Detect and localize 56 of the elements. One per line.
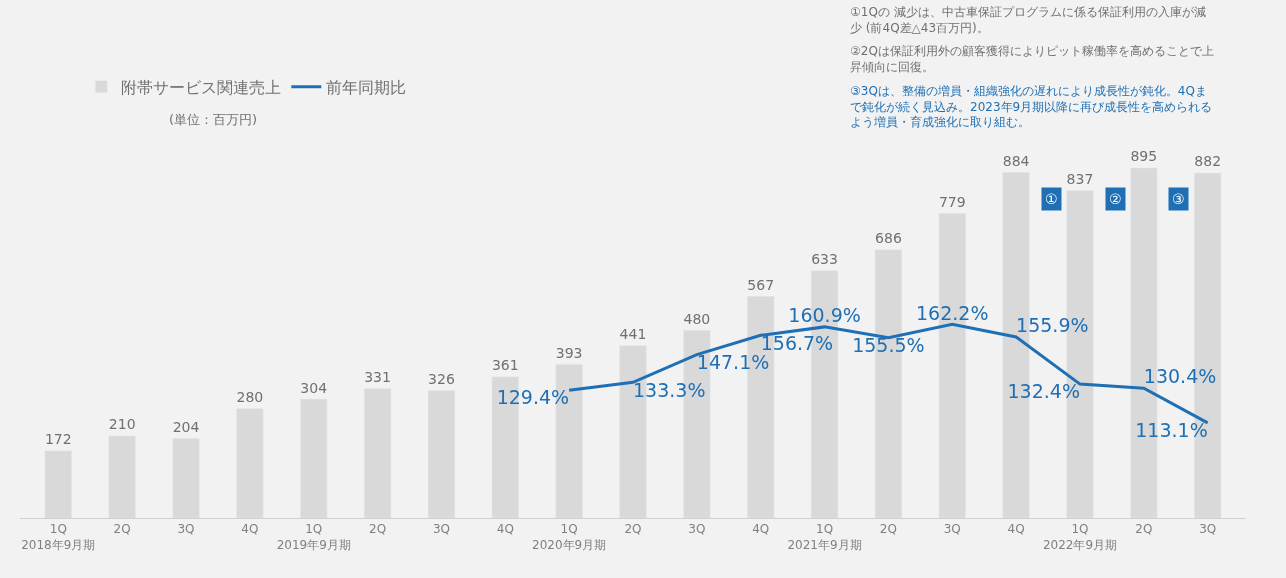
x-tick-label: 3Q xyxy=(943,522,961,537)
x-tick-label: 1Q 2021年9月期 xyxy=(787,522,862,552)
data-label: 210 xyxy=(108,416,136,433)
text: ③3Qは、整備の増員・組織強化の遅れにより成長性が鈍化。4Qまで鈍化が続く見込み。2023年9月期以降に再び成長性を高められるよう増員・育成強化に取り組む。 xyxy=(850,84,1213,130)
data-label: 133.3% xyxy=(633,378,706,401)
x-tick-label: 2Q xyxy=(1135,522,1153,537)
data-label: 361 xyxy=(491,357,519,374)
x-tick-label: 3Q xyxy=(688,522,706,537)
x-tick-label: 4Q xyxy=(752,522,770,537)
x-tick-label: 3Q xyxy=(1199,522,1217,537)
data-label: 280 xyxy=(236,388,264,405)
data-label: 686 xyxy=(875,230,902,247)
annotation: ② xyxy=(1109,191,1122,207)
data-label: 837 xyxy=(1066,171,1094,188)
data-label: 172 xyxy=(44,431,72,448)
data-label: 160.9% xyxy=(788,304,861,327)
text: ①1Qの 減少は、中古車保証プログラムに係る保証利用の入庫が減少 (前4Q差△43百万円)。 xyxy=(850,5,1206,35)
data-label: 633 xyxy=(811,250,838,267)
data-label: 567 xyxy=(747,276,775,293)
data-label: 779 xyxy=(938,193,966,210)
legend-label: 附帯サービス関連売上 xyxy=(121,77,282,97)
data-label: 129.4% xyxy=(496,386,570,409)
x-tick-label: 2Q xyxy=(624,522,642,537)
x-tick-label: 1Q 2022年9月期 xyxy=(1042,522,1118,552)
data-label: 132.4% xyxy=(1007,380,1080,403)
data-label: 895 xyxy=(1130,148,1158,165)
x-tick-label: 4Q xyxy=(1007,522,1025,537)
x-tick-label: 2Q xyxy=(879,522,897,537)
x-tick-label: 1Q 2019年9月期 xyxy=(276,522,351,552)
data-label: 304 xyxy=(300,379,328,396)
data-label: 155.5% xyxy=(852,333,925,356)
data-label: 130.4% xyxy=(1143,365,1217,388)
x-tick-label: 1Q 2020年9月期 xyxy=(532,522,607,552)
data-label: 441 xyxy=(619,325,647,342)
text: (単位：百万円) xyxy=(169,112,258,127)
x-tick-label: 4Q xyxy=(496,522,514,537)
data-label: 480 xyxy=(683,310,711,327)
legend-label: 前年同期比 xyxy=(326,77,407,97)
data-label: 393 xyxy=(555,344,583,361)
data-label: 331 xyxy=(364,369,391,386)
annotation: ③ xyxy=(1172,191,1185,207)
annotation: ① xyxy=(1045,191,1058,207)
data-label: 326 xyxy=(428,370,455,387)
data-label: 884 xyxy=(1002,152,1030,169)
x-tick-label: 3Q xyxy=(177,522,195,537)
data-label: 162.2% xyxy=(916,301,989,324)
x-tick-label: 2Q xyxy=(369,522,387,537)
text: ②2Qは保証利用外の顧客獲得によりピット稼働率を高めることで上昇傾向に回復。 xyxy=(850,44,1214,74)
x-tick-label: 3Q xyxy=(432,522,450,537)
data-label: 113.1% xyxy=(1135,419,1208,442)
x-tick-label: 1Q 2018年9月期 xyxy=(21,522,96,552)
x-tick-label: 4Q xyxy=(241,522,259,537)
data-label: 882 xyxy=(1194,153,1222,170)
data-label: 204 xyxy=(172,418,200,435)
data-label: 155.9% xyxy=(1016,314,1089,337)
x-tick-label: 2Q xyxy=(113,522,131,537)
